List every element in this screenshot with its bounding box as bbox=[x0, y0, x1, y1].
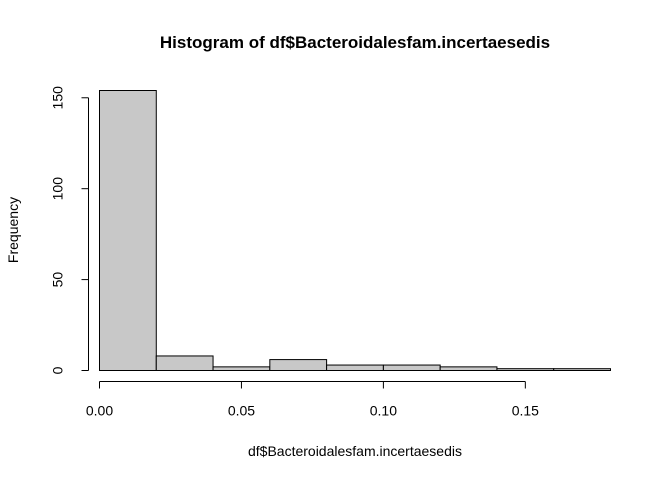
histogram-bar-7 bbox=[496, 368, 555, 372]
y-axis-label: Frequency bbox=[5, 197, 21, 263]
histogram-bar-2 bbox=[212, 366, 271, 372]
y-tick-label-2: 100 bbox=[50, 177, 66, 201]
y-tick-label-1: 50 bbox=[50, 272, 66, 288]
histogram-bar-1 bbox=[155, 355, 214, 372]
histogram-bar-4 bbox=[326, 364, 384, 371]
x-tick-label-3: 0.15 bbox=[512, 403, 539, 419]
y-axis: 0 50 100 150 bbox=[50, 86, 89, 374]
histogram-bars bbox=[99, 90, 612, 372]
x-tick-label-2: 0.10 bbox=[370, 403, 397, 419]
histogram-bar-5 bbox=[382, 364, 441, 371]
chart-title: Histogram of df$Bacteroidalesfam.incerta… bbox=[160, 33, 550, 52]
histogram-bar-3 bbox=[269, 359, 328, 372]
histogram-bar-8 bbox=[553, 368, 612, 372]
x-tick-label-1: 0.05 bbox=[228, 403, 255, 419]
x-axis: 0.00 0.05 0.10 0.15 bbox=[86, 381, 539, 419]
x-tick-label-0: 0.00 bbox=[86, 403, 113, 419]
histogram-bar-6 bbox=[439, 366, 498, 372]
histogram-bar-0 bbox=[99, 90, 157, 371]
y-tick-label-0: 0 bbox=[50, 366, 66, 374]
x-axis-label: df$Bacteroidalesfam.incertaesedis bbox=[248, 443, 462, 459]
y-tick-label-3: 150 bbox=[50, 86, 66, 110]
